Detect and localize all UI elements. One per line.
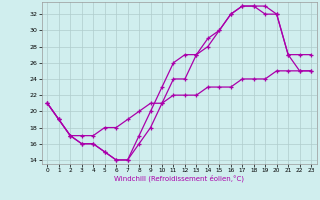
X-axis label: Windchill (Refroidissement éolien,°C): Windchill (Refroidissement éolien,°C) (114, 175, 244, 182)
